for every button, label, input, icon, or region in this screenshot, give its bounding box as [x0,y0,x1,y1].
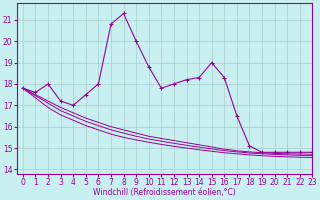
X-axis label: Windchill (Refroidissement éolien,°C): Windchill (Refroidissement éolien,°C) [93,188,236,197]
